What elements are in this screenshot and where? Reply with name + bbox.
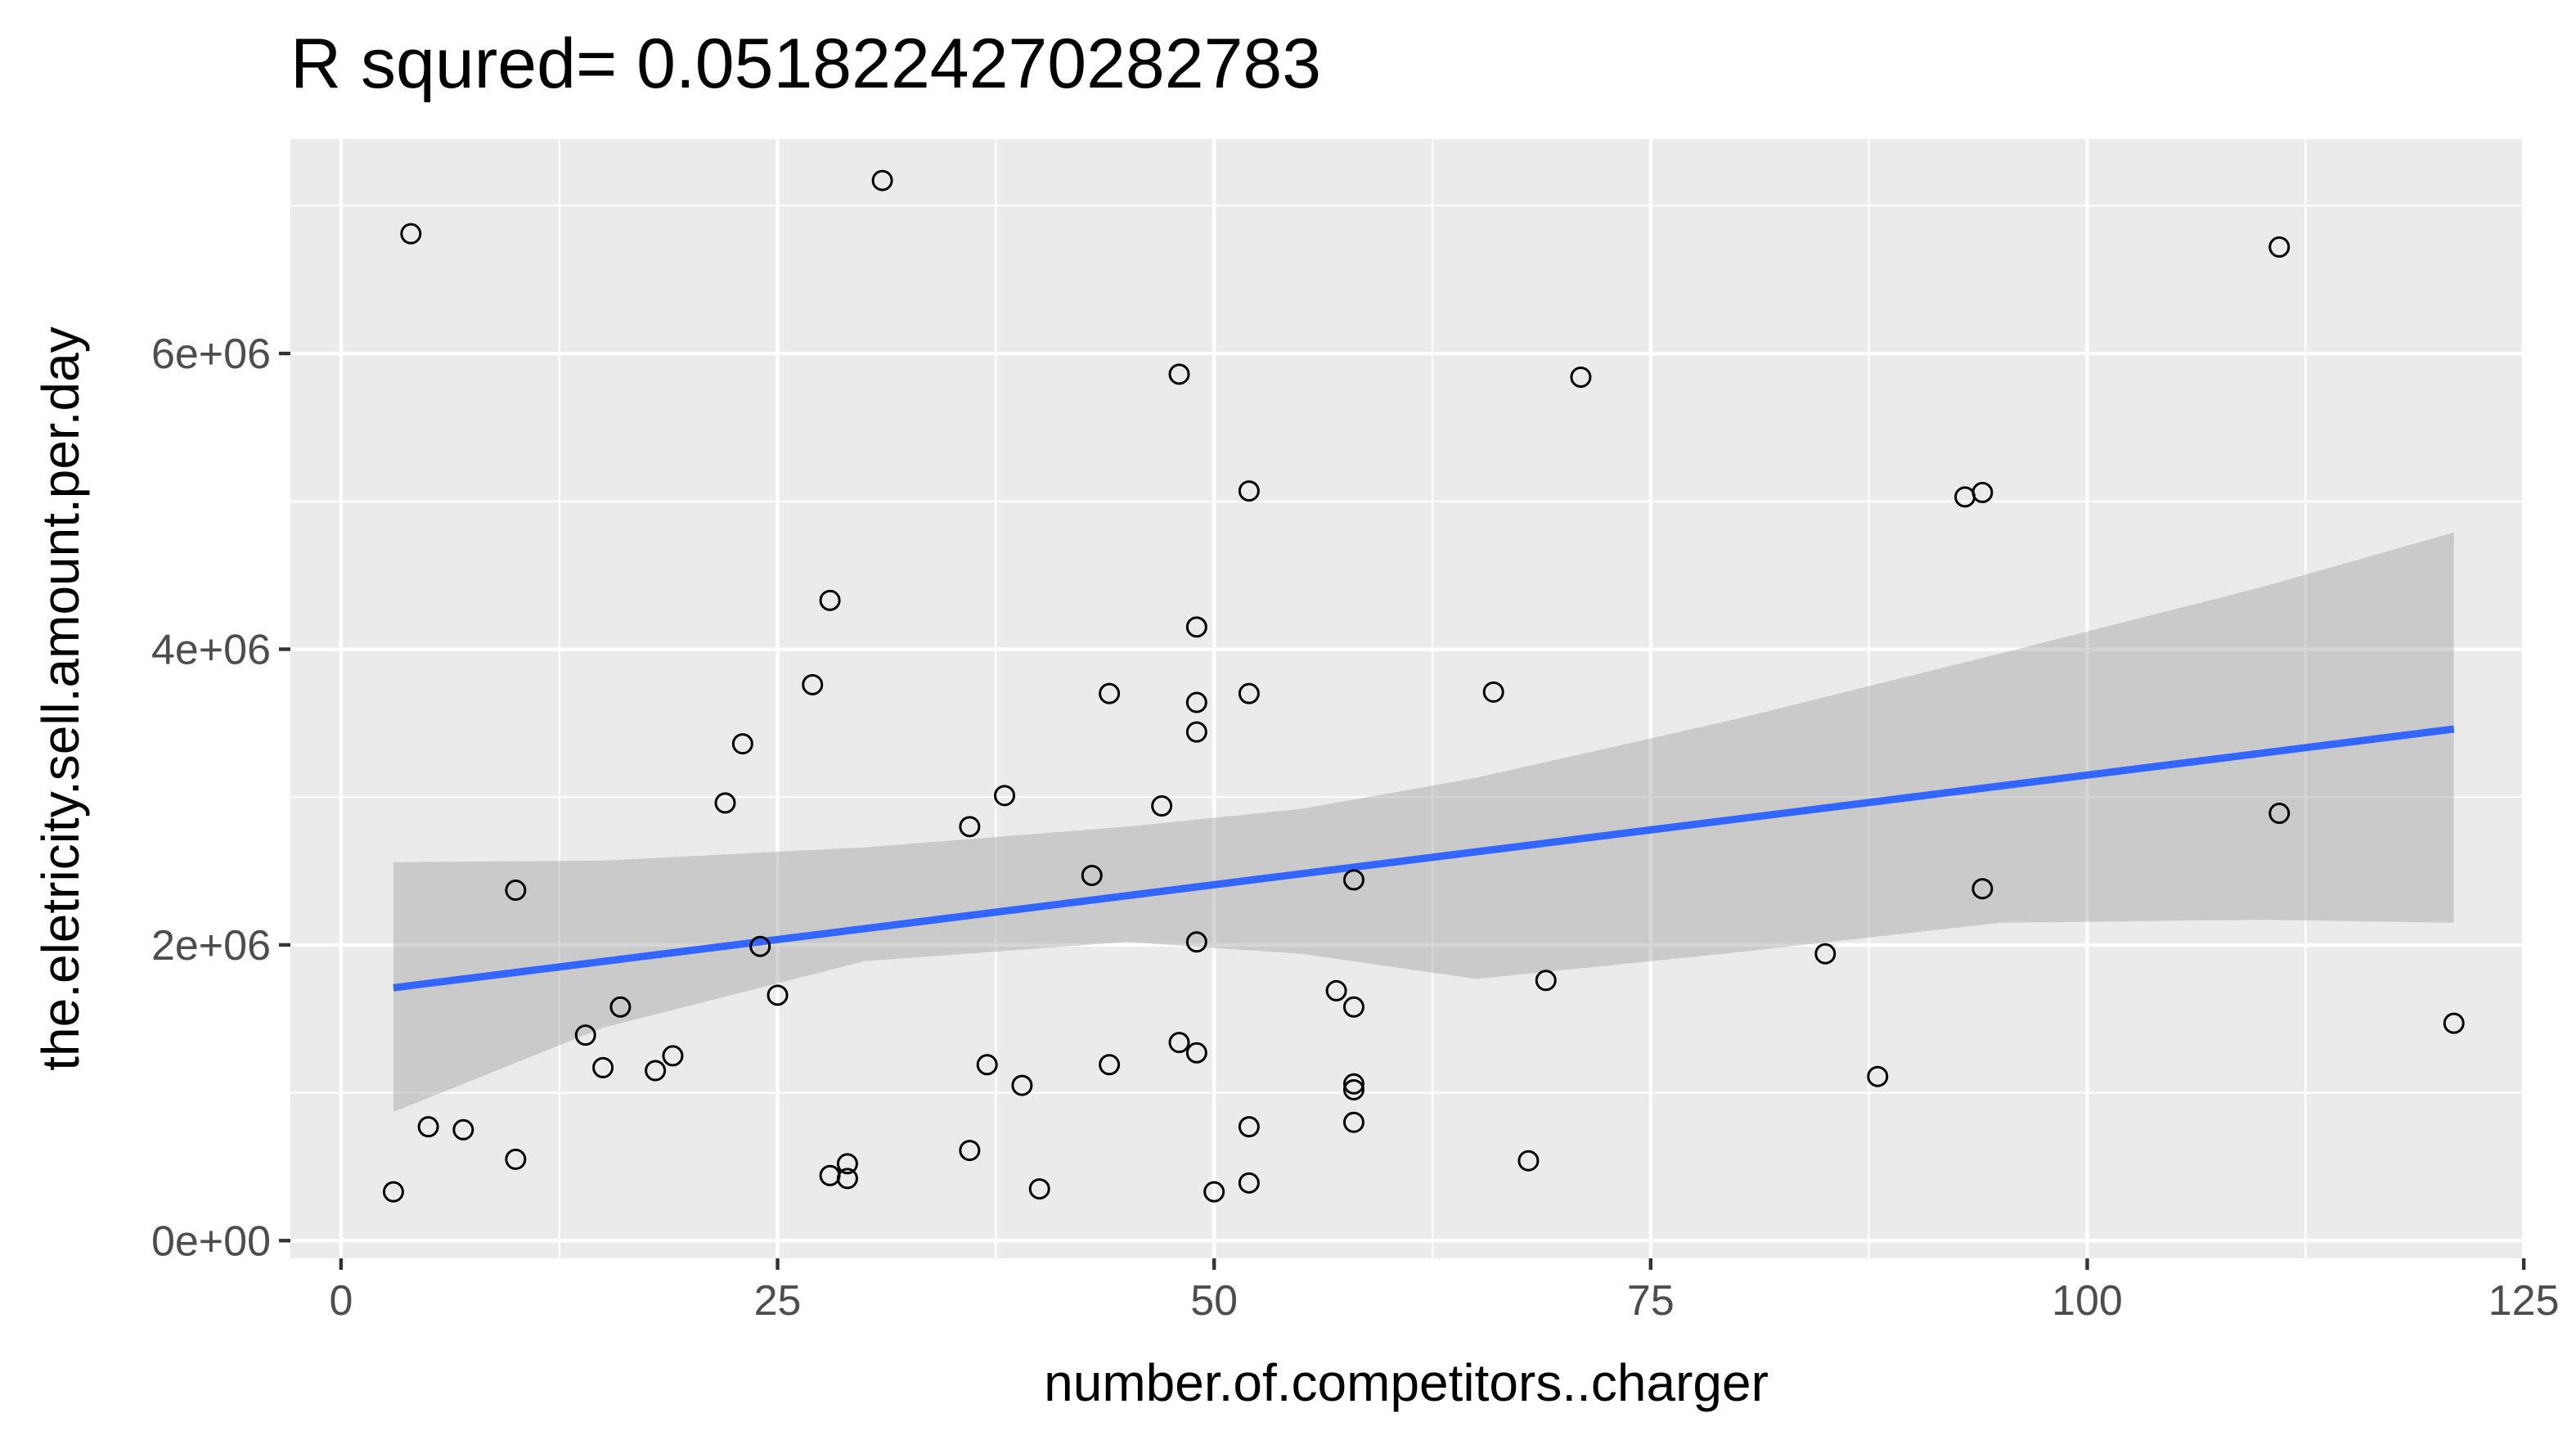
x-tick-label: 0 bbox=[329, 1277, 353, 1325]
scatter-points bbox=[382, 169, 2465, 1203]
data-point bbox=[1011, 1074, 1033, 1096]
data-point bbox=[1814, 943, 1836, 965]
data-point bbox=[574, 1024, 596, 1046]
data-point bbox=[871, 169, 893, 191]
data-point bbox=[1168, 363, 1190, 385]
data-point bbox=[1342, 869, 1364, 891]
x-tick-label: 50 bbox=[1190, 1277, 1238, 1325]
data-point bbox=[1028, 1178, 1050, 1200]
data-point bbox=[1185, 931, 1207, 953]
data-point bbox=[1238, 480, 1260, 502]
x-axis: 0 25 50 75 100 125 bbox=[329, 1258, 2560, 1325]
data-point bbox=[1168, 1032, 1190, 1054]
data-point bbox=[417, 1116, 439, 1138]
data-point bbox=[731, 733, 753, 755]
data-point bbox=[976, 1054, 998, 1076]
data-point bbox=[836, 1168, 858, 1190]
data-point bbox=[609, 996, 632, 1018]
data-point bbox=[1342, 1073, 1364, 1095]
data-point bbox=[505, 880, 527, 902]
data-point bbox=[1203, 1181, 1225, 1203]
y-tick-label: 0e+00 bbox=[151, 1217, 271, 1265]
confidence-band bbox=[393, 532, 2454, 1113]
data-point bbox=[1971, 878, 1994, 900]
grid-minor bbox=[290, 139, 2522, 1258]
data-point bbox=[1342, 1078, 1364, 1100]
data-point bbox=[802, 673, 824, 695]
regression-line bbox=[393, 725, 2455, 992]
data-point bbox=[2268, 236, 2291, 258]
data-point bbox=[714, 792, 736, 814]
data-point bbox=[452, 1118, 474, 1141]
data-point bbox=[959, 1140, 981, 1162]
data-point bbox=[1517, 1150, 1540, 1172]
data-point bbox=[662, 1045, 684, 1067]
data-point bbox=[1185, 616, 1207, 638]
data-point bbox=[505, 1148, 527, 1170]
data-point bbox=[1081, 864, 1103, 886]
x-tick-label: 25 bbox=[754, 1277, 802, 1325]
y-axis-title: the.eletricity.sell.amount.per.day bbox=[31, 326, 90, 1071]
data-point bbox=[1342, 996, 1364, 1018]
data-point bbox=[836, 1153, 858, 1175]
y-tick-label: 4e+06 bbox=[151, 626, 271, 673]
data-point bbox=[1099, 682, 1121, 704]
data-point bbox=[2443, 1012, 2465, 1034]
data-point bbox=[994, 785, 1016, 807]
grid-major bbox=[290, 139, 2526, 1258]
x-tick-label: 75 bbox=[1627, 1277, 1675, 1325]
data-point bbox=[592, 1056, 614, 1078]
y-tick-label: 6e+06 bbox=[151, 331, 271, 378]
data-point bbox=[1325, 979, 1347, 1001]
data-point bbox=[959, 816, 981, 838]
x-axis-title: number.of.competitors..charger bbox=[1044, 1353, 1769, 1412]
x-tick-label: 125 bbox=[2488, 1277, 2560, 1325]
plot-panel bbox=[290, 139, 2522, 1258]
data-point bbox=[749, 935, 771, 957]
data-point bbox=[1238, 1172, 1260, 1194]
chart-title: R squred= 0.0518224270282783 bbox=[290, 25, 1321, 103]
data-point bbox=[1151, 795, 1173, 817]
data-point bbox=[400, 223, 422, 245]
data-point bbox=[645, 1060, 667, 1082]
data-point bbox=[1867, 1065, 1889, 1087]
data-point bbox=[1342, 1111, 1364, 1133]
data-point bbox=[767, 984, 789, 1006]
data-point bbox=[2268, 803, 2291, 825]
data-point bbox=[1535, 970, 1557, 992]
data-point bbox=[1185, 1042, 1207, 1064]
data-point bbox=[819, 589, 841, 611]
data-point bbox=[1482, 681, 1504, 703]
data-point bbox=[1185, 721, 1207, 743]
x-tick-label: 100 bbox=[2052, 1277, 2123, 1325]
y-axis: 0e+00 2e+06 4e+06 6e+06 bbox=[151, 331, 290, 1265]
data-point bbox=[1099, 1054, 1121, 1076]
data-point bbox=[1971, 481, 1994, 503]
data-point bbox=[1238, 682, 1260, 704]
data-point bbox=[1570, 366, 1592, 388]
data-point bbox=[1238, 1116, 1260, 1138]
data-point bbox=[382, 1181, 404, 1203]
data-point bbox=[1185, 691, 1207, 713]
y-tick-label: 2e+06 bbox=[151, 922, 271, 970]
